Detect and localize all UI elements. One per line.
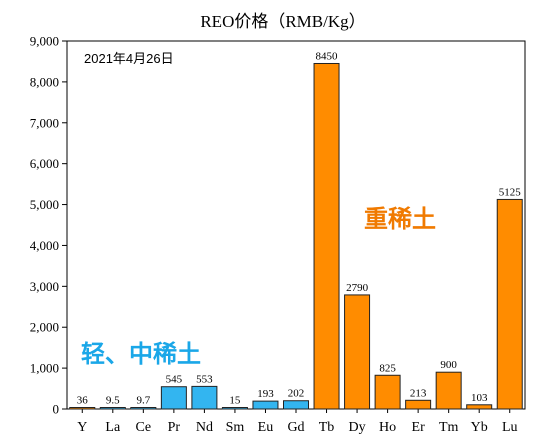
x-tick-label: Ho (379, 420, 396, 435)
x-tick-label: Eu (258, 420, 274, 435)
data-label-Gd: 202 (288, 388, 305, 400)
bar-Er (405, 399, 432, 410)
bar-Yb (466, 404, 493, 410)
x-tick-label: Lu (502, 420, 518, 435)
bar-Y (69, 407, 96, 410)
data-label-Sm: 15 (229, 395, 241, 407)
y-tick-label: 2,000 (30, 320, 59, 335)
y-tick-label: 9,000 (30, 34, 59, 49)
light-group-annotation: 轻、中稀土 (81, 340, 201, 368)
bar-Eu (252, 400, 279, 410)
data-label-Yb: 103 (471, 392, 488, 404)
x-tick-label: Er (412, 420, 426, 435)
data-labels: 36 9.5 9.7 545 553 15 193 202 8450 2790 825 213 900 1… (77, 50, 521, 406)
x-tick-label: Y (77, 420, 87, 435)
y-axis: 0 1,000 2,000 3,000 4,000 5,000 6,000 7,000 8,00… (30, 34, 67, 417)
bar-Tm (435, 371, 462, 410)
bar-Dy (344, 294, 371, 410)
bar-Tb (313, 62, 340, 410)
data-label-Eu: 193 (257, 388, 274, 400)
chart-title: REO价格（RMB/Kg） (200, 12, 365, 31)
data-label-Ce: 9.7 (136, 395, 150, 407)
heavy-group-annotation: 重稀土 (364, 205, 436, 233)
x-tick-label: Yb (471, 420, 488, 435)
y-tick-label: 1,000 (30, 361, 59, 376)
data-label-La: 9.5 (106, 395, 120, 407)
x-tick-label: Dy (349, 420, 366, 435)
x-tick-label: Pr (168, 420, 181, 435)
data-label-Lu: 5125 (499, 186, 522, 198)
data-label-Ho: 825 (379, 362, 396, 374)
x-tick-label: Sm (226, 420, 245, 435)
y-tick-label: 8,000 (30, 74, 59, 89)
x-tick-label: Nd (196, 420, 213, 435)
y-tick-label: 4,000 (30, 238, 59, 253)
y-tick-label: 7,000 (30, 115, 59, 130)
bar-Ce (130, 407, 157, 410)
y-tick-label: 6,000 (30, 156, 59, 171)
date-annotation: 2021年4月26日 (84, 51, 174, 66)
x-tick-label: La (105, 420, 121, 435)
x-axis: Y La Ce Pr Nd Sm Eu Gd Tb Dy Ho Er Tm Yb Lu (77, 409, 518, 435)
bar-Lu (496, 198, 523, 410)
data-label-Nd: 553 (196, 373, 213, 385)
data-label-Dy: 2790 (346, 282, 369, 294)
x-tick-label: Ce (136, 420, 152, 435)
data-label-Pr: 545 (166, 374, 183, 386)
bar-Sm (221, 407, 248, 410)
bar-La (99, 407, 126, 410)
y-tick-label: 3,000 (30, 279, 59, 294)
x-tick-label: Gd (287, 420, 304, 435)
bar-Ho (374, 374, 401, 410)
bar-Gd (283, 400, 309, 410)
data-label-Tm: 900 (440, 359, 457, 371)
y-tick-label: 0 (53, 402, 60, 417)
y-tick-label: 5,000 (30, 197, 59, 212)
x-tick-label: Tm (439, 420, 459, 435)
data-label-Tb: 8450 (316, 50, 339, 62)
data-label-Y: 36 (77, 395, 89, 407)
x-tick-label: Tb (319, 420, 335, 435)
bar-series (69, 62, 523, 410)
bar-Pr (160, 386, 187, 410)
bar-Nd (191, 385, 218, 410)
data-label-Er: 213 (410, 387, 427, 399)
